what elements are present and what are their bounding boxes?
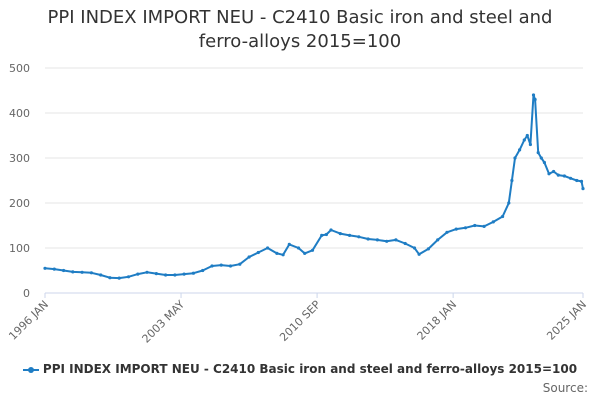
data-point[interactable] (329, 228, 333, 232)
chart-title-line-2: ferro-alloys 2015=100 (198, 31, 402, 52)
y-tick-label: 100 (9, 242, 30, 255)
data-point[interactable] (562, 174, 567, 178)
data-point[interactable] (338, 232, 342, 236)
series-layer (43, 93, 585, 280)
x-tick-label: 1996 JAN (6, 298, 51, 343)
data-point[interactable] (552, 169, 556, 174)
data-point[interactable] (89, 271, 93, 275)
legend-series-marker (22, 366, 39, 373)
data-point[interactable] (210, 264, 214, 268)
data-point[interactable] (71, 270, 75, 274)
data-point[interactable] (536, 151, 540, 155)
chart-title: PPI INDEX IMPORT NEU - C2410 Basic iron … (0, 6, 600, 54)
data-point[interactable] (528, 142, 533, 147)
grid-lines (45, 67, 583, 249)
data-point[interactable] (117, 276, 121, 280)
data-point[interactable] (191, 271, 195, 275)
data-point[interactable] (547, 172, 551, 176)
data-point[interactable] (324, 232, 328, 237)
legend[interactable]: PPI INDEX IMPORT NEU - C2410 Basic iron … (0, 362, 600, 376)
data-point[interactable] (445, 230, 449, 234)
data-point[interactable] (501, 214, 505, 219)
data-point[interactable] (531, 93, 536, 97)
data-point[interactable] (287, 242, 291, 246)
data-point[interactable] (412, 246, 417, 250)
data-point[interactable] (482, 224, 486, 228)
data-point[interactable] (275, 251, 279, 255)
data-point[interactable] (52, 267, 56, 271)
data-point[interactable] (403, 241, 407, 246)
data-point[interactable] (539, 156, 543, 160)
data-point[interactable] (43, 266, 47, 270)
data-point[interactable] (556, 173, 560, 177)
data-point[interactable] (182, 272, 186, 276)
data-point[interactable] (256, 250, 260, 255)
data-point[interactable] (454, 227, 458, 231)
x-axis-tick-labels: 1996 JAN 2003 MAY 2010 SEP 2018 JAN 2025 JAN (6, 293, 589, 346)
y-axis-tick-labels: 0 100 200 300 400 500 (9, 62, 30, 300)
data-point[interactable] (522, 138, 526, 142)
x-tick-label: 2010 SEP (277, 298, 323, 344)
y-tick-label: 200 (9, 197, 30, 210)
data-point[interactable] (173, 273, 177, 277)
data-point[interactable] (394, 238, 398, 242)
y-tick-label: 300 (9, 152, 30, 165)
data-point[interactable] (303, 251, 307, 255)
y-tick-label: 400 (9, 107, 30, 120)
legend-series-label: PPI INDEX IMPORT NEU - C2410 Basic iron … (42, 362, 578, 376)
x-tick-label: 2003 MAY (140, 298, 188, 346)
data-point[interactable] (436, 238, 440, 242)
data-point[interactable] (247, 255, 251, 259)
y-tick-label: 500 (9, 62, 30, 75)
data-point[interactable] (507, 201, 511, 205)
data-point[interactable] (154, 272, 158, 276)
data-point[interactable] (136, 272, 140, 276)
data-point[interactable] (320, 233, 324, 237)
data-point[interactable] (569, 176, 573, 180)
data-point[interactable] (366, 237, 370, 241)
data-point[interactable] (385, 239, 389, 243)
data-point[interactable] (238, 262, 242, 266)
x-tick-label: 2025 JAN (544, 298, 589, 343)
data-point[interactable] (201, 268, 205, 273)
data-point[interactable] (518, 148, 522, 152)
data-point[interactable] (228, 264, 233, 268)
x-tick-label: 2018 JAN (415, 298, 460, 343)
data-point[interactable] (525, 133, 529, 138)
data-point[interactable] (281, 253, 285, 257)
data-point[interactable] (510, 178, 514, 183)
data-point[interactable] (463, 226, 468, 230)
data-point[interactable] (426, 247, 430, 251)
source-label: Source: (542, 381, 588, 395)
data-point[interactable] (473, 223, 477, 228)
data-point[interactable] (99, 273, 103, 277)
data-point[interactable] (108, 276, 112, 280)
data-point[interactable] (579, 179, 584, 183)
data-point[interactable] (145, 270, 149, 274)
data-point[interactable] (575, 178, 579, 183)
data-point[interactable] (62, 268, 66, 273)
data-point[interactable] (513, 156, 517, 160)
data-point[interactable] (581, 187, 585, 191)
data-point[interactable] (491, 220, 495, 224)
data-point[interactable] (533, 97, 537, 102)
data-point[interactable] (542, 160, 547, 165)
data-point[interactable] (310, 248, 315, 252)
data-point[interactable] (348, 233, 352, 237)
data-point[interactable] (357, 235, 361, 239)
data-point[interactable] (266, 246, 270, 250)
data-point[interactable] (80, 270, 84, 274)
chart-title-line-1: PPI INDEX IMPORT NEU - C2410 Basic iron … (47, 7, 553, 28)
data-point[interactable] (126, 275, 131, 279)
data-point[interactable] (417, 252, 421, 256)
y-tick-label: 0 (23, 287, 30, 300)
data-point[interactable] (296, 246, 301, 250)
data-point[interactable] (375, 238, 379, 242)
data-point[interactable] (219, 263, 223, 267)
data-point[interactable] (164, 273, 168, 277)
